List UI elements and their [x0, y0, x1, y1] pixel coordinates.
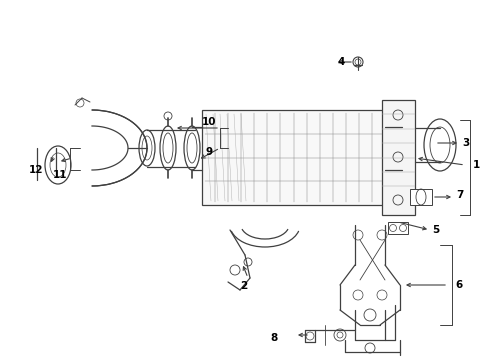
- Text: 10: 10: [202, 117, 216, 127]
- Bar: [381, 100, 414, 215]
- Text: 8: 8: [270, 333, 278, 343]
- Bar: [202, 110, 384, 205]
- Text: 12: 12: [29, 165, 43, 175]
- Text: 3: 3: [461, 138, 468, 148]
- Bar: [409, 189, 431, 205]
- Text: 1: 1: [472, 160, 479, 170]
- Text: 4: 4: [336, 57, 344, 67]
- Text: 5: 5: [431, 225, 438, 235]
- Text: 9: 9: [205, 147, 212, 157]
- Bar: [387, 222, 407, 234]
- Text: 7: 7: [455, 190, 463, 200]
- Text: 6: 6: [454, 280, 461, 290]
- Text: 2: 2: [240, 281, 247, 291]
- Text: 11: 11: [53, 170, 67, 180]
